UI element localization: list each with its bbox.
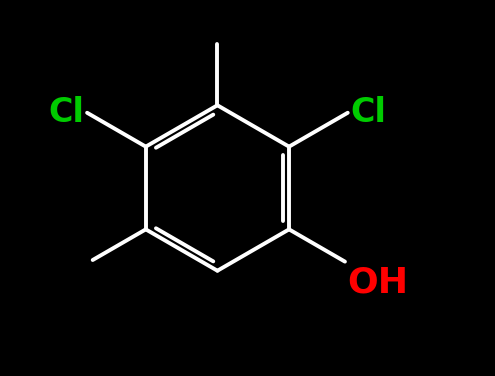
Text: OH: OH — [347, 265, 408, 299]
Text: Cl: Cl — [48, 96, 84, 129]
Text: Cl: Cl — [351, 96, 387, 129]
